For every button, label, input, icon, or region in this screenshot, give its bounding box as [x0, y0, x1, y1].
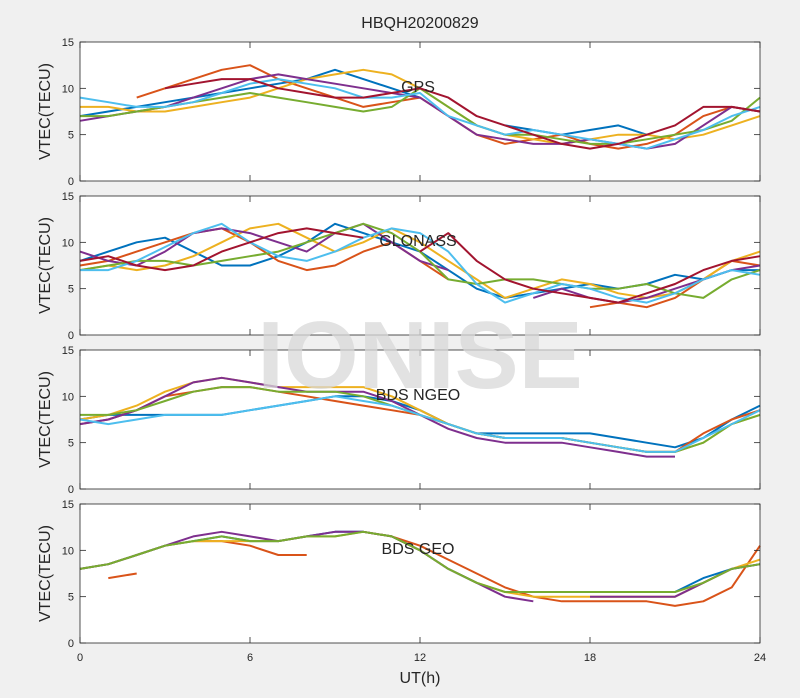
y-tick-label: 5	[68, 130, 74, 142]
axes-background	[80, 42, 760, 181]
panel-annotation: BDS GEO	[382, 541, 455, 558]
y-tick-label: 15	[62, 37, 74, 49]
axes-background	[80, 350, 760, 489]
x-tick-label: 0	[77, 652, 83, 664]
y-tick-label: 5	[68, 284, 74, 296]
y-tick-label: 0	[68, 484, 74, 496]
y-tick-label: 10	[62, 391, 74, 403]
series-group	[79, 64, 761, 150]
axes-background	[80, 504, 760, 643]
series-line	[79, 376, 675, 458]
y-tick-label: 10	[62, 545, 74, 557]
y-tick-label: 0	[68, 176, 74, 188]
y-axis-label: VTEC(TECU)	[37, 217, 54, 314]
panel-annotation: GPS	[401, 79, 435, 96]
y-axis-label: VTEC(TECU)	[37, 371, 54, 468]
series-line	[79, 395, 761, 453]
series-line	[79, 227, 761, 304]
y-tick-label: 10	[62, 237, 74, 249]
y-tick-label: 15	[62, 191, 74, 203]
x-tick-label: 24	[754, 652, 766, 664]
series-group	[79, 376, 761, 458]
series-line	[79, 78, 761, 150]
y-tick-label: 15	[62, 499, 74, 511]
x-tick-label: 12	[414, 652, 426, 664]
series-line	[79, 530, 761, 593]
panel-annotation: BDS NGEO	[376, 387, 460, 404]
y-tick-label: 0	[68, 330, 74, 342]
panel-annotation: GLONASS	[379, 233, 456, 250]
series-group	[79, 222, 761, 309]
y-tick-label: 15	[62, 345, 74, 357]
y-tick-label: 10	[62, 83, 74, 95]
y-tick-label: 5	[68, 438, 74, 450]
chart-title: HBQH20200829	[361, 15, 479, 32]
x-tick-label: 6	[247, 652, 253, 664]
y-tick-label: 0	[68, 638, 74, 650]
x-axis-label: UT(h)	[400, 670, 441, 687]
watermark: IONISE	[257, 302, 582, 409]
series-line	[80, 222, 761, 304]
y-axis-label: VTEC(TECU)	[37, 525, 54, 622]
series-group	[79, 530, 761, 607]
y-tick-label: 5	[68, 592, 74, 604]
y-axis-label: VTEC(TECU)	[37, 63, 54, 160]
series-line	[164, 78, 761, 150]
x-tick-label: 18	[584, 652, 596, 664]
